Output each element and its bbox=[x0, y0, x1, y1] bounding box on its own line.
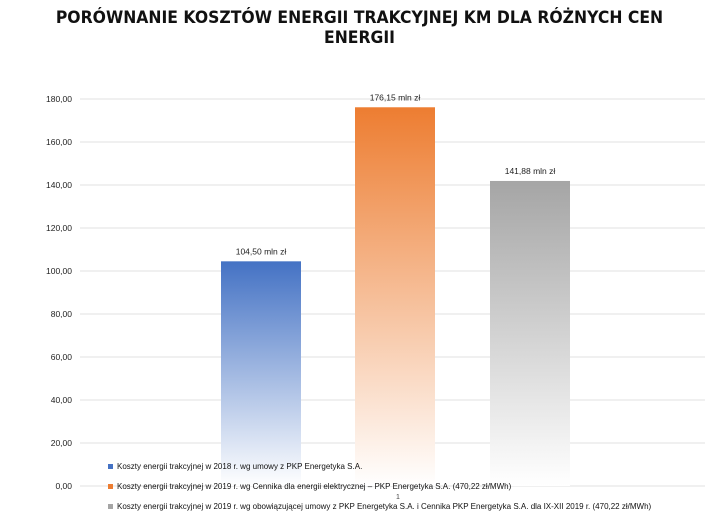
y-tick-label: 60,00 bbox=[51, 352, 73, 362]
bar-data-label: 176,15 mln zł bbox=[370, 92, 421, 102]
chart-title: PORÓWNANIE KOSZTÓW ENERGII TRAKCYJNEJ KM… bbox=[55, 8, 664, 48]
legend-item: Koszty energii trakcyjnej w 2018 r. wg u… bbox=[108, 459, 651, 473]
legend-label: Koszty energii trakcyjnej w 2018 r. wg u… bbox=[117, 461, 363, 471]
y-tick-label: 180,00 bbox=[46, 94, 72, 104]
bar bbox=[490, 180, 570, 486]
page-number: 1 bbox=[396, 494, 400, 501]
y-tick-label: 120,00 bbox=[46, 223, 72, 233]
legend-swatch bbox=[108, 483, 113, 489]
y-tick-label: 100,00 bbox=[46, 266, 72, 276]
legend-swatch bbox=[108, 463, 113, 469]
y-tick-label: 80,00 bbox=[51, 309, 73, 319]
y-tick-label: 20,00 bbox=[51, 438, 73, 448]
y-tick-label: 0,00 bbox=[55, 481, 72, 491]
legend: Koszty energii trakcyjnej w 2018 r. wg u… bbox=[108, 459, 651, 519]
y-tick-label: 40,00 bbox=[51, 395, 73, 405]
legend-swatch bbox=[108, 503, 113, 509]
legend-item: Koszty energii trakcyjnej w 2019 r. wg o… bbox=[108, 499, 651, 513]
bar-data-label: 141,88 mln zł bbox=[505, 166, 556, 176]
legend-label: Koszty energii trakcyjnej w 2019 r. wg o… bbox=[117, 501, 652, 511]
bar bbox=[221, 261, 301, 486]
bar-data-label: 104,50 mln zł bbox=[236, 246, 287, 256]
legend-label: Koszty energii trakcyjnej w 2019 r. wg C… bbox=[117, 481, 512, 491]
y-tick-label: 140,00 bbox=[46, 180, 72, 190]
bar bbox=[355, 107, 435, 486]
y-tick-label: 160,00 bbox=[46, 137, 72, 147]
legend-item: Koszty energii trakcyjnej w 2019 r. wg C… bbox=[108, 479, 651, 493]
